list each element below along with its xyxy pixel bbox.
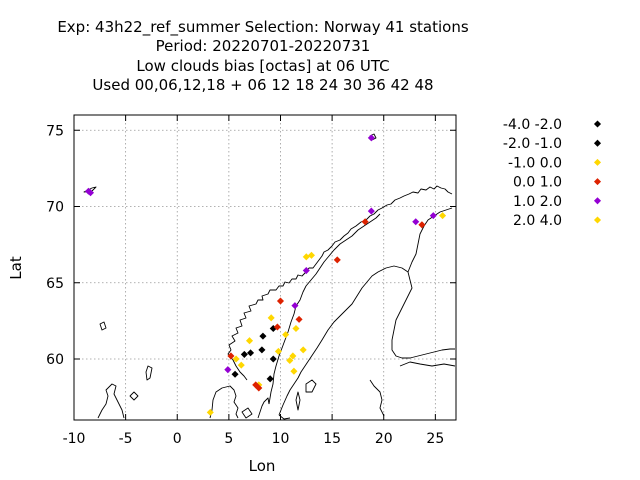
data-point (290, 367, 298, 375)
data-point (231, 370, 239, 378)
coast-denmark-islands (241, 407, 253, 419)
data-point (86, 189, 95, 197)
island-faroe (99, 321, 107, 331)
coast-finland-west (391, 271, 455, 359)
data-point (429, 212, 437, 220)
chart-title-line-3: Low clouds bias [octas] at 06 UTC (136, 57, 389, 75)
legend-label: 2.0 4.0 (513, 213, 562, 229)
data-point (245, 337, 254, 345)
data-point (361, 218, 369, 226)
x-tick-label: -10 (63, 431, 86, 447)
x-tick-label: 0 (173, 431, 182, 447)
island-orkney (129, 391, 139, 401)
island-shetland (145, 365, 153, 381)
data-point (258, 346, 266, 354)
data-point (247, 349, 255, 357)
coast-denmark (209, 385, 239, 419)
data-point (267, 314, 275, 322)
island-oland (295, 391, 301, 411)
data-point (274, 347, 282, 355)
data-point (412, 218, 420, 226)
coast-baltic (369, 379, 385, 417)
y-tick-label: 65 (46, 276, 64, 292)
legend: -4.0 -2.0 -2.0 -1.0 -1.0 0.0 0.0 1.0 1.0 2.0… (503, 117, 602, 229)
data-point (227, 352, 235, 360)
data-point (255, 384, 263, 392)
coast-sweden-east (278, 265, 409, 416)
legend-label: -4.0 -2.0 (503, 117, 562, 133)
data-point (273, 323, 281, 331)
data-point (299, 346, 307, 354)
legend-label: -1.0 0.0 (508, 155, 562, 171)
legend-label: 1.0 2.0 (513, 194, 562, 210)
data-point (266, 375, 274, 383)
data-point (295, 315, 303, 323)
data-point (302, 253, 310, 261)
x-tick-labels: -10 -5 0 5 10 15 20 25 (63, 431, 445, 447)
map-coastline (83, 133, 456, 420)
legend-marker (593, 216, 602, 224)
x-tick-label: 15 (323, 431, 341, 447)
grid (73, 115, 456, 420)
y-tick-labels: 60 65 70 75 (46, 123, 64, 368)
data-point (289, 352, 297, 360)
data-point (224, 366, 232, 374)
data-point (237, 361, 245, 369)
y-axis-label: Lat (7, 256, 25, 280)
data-point (206, 408, 214, 416)
data-point (282, 331, 290, 339)
coast-uk (97, 383, 125, 419)
x-axis-label: Lon (249, 457, 276, 475)
coast-sweden-southwest (257, 397, 270, 419)
data-point (286, 356, 294, 365)
legend-marker (593, 139, 602, 147)
chart-title-line-1: Exp: 43h22_ref_summer Selection: Norway … (57, 18, 469, 37)
x-tick-label: 25 (426, 431, 444, 447)
legend-marker (593, 158, 602, 166)
y-tick-label: 75 (46, 123, 64, 139)
data-point (259, 332, 267, 340)
legend-marker (593, 178, 602, 186)
border-norway-sweden (268, 213, 381, 405)
x-tick-label: 5 (224, 431, 233, 447)
data-point (269, 355, 277, 363)
x-tick-label: -5 (119, 431, 133, 447)
legend-label: 0.0 1.0 (513, 175, 562, 191)
coast-estonia (399, 361, 456, 367)
data-point (439, 212, 447, 220)
legend-marker (593, 120, 602, 128)
island-gotland (305, 379, 317, 393)
data-point (302, 267, 310, 275)
data-point (367, 134, 375, 142)
data-point (418, 221, 426, 229)
legend-marker (593, 197, 602, 205)
x-tick-label: 10 (272, 431, 290, 447)
legend-label: -2.0 -1.0 (503, 136, 562, 152)
y-tick-label: 60 (46, 352, 64, 368)
data-points (84, 134, 447, 416)
coast-sweden-south (278, 414, 291, 420)
chart-title-line-2: Period: 20220701-20220731 (156, 37, 371, 55)
data-point (367, 207, 375, 215)
chart-title-line-4: Used 00,06,12,18 + 06 12 18 24 30 36 42 … (92, 76, 433, 94)
data-point (232, 355, 240, 363)
data-point (240, 350, 248, 358)
border-sweden-finland (407, 207, 453, 273)
coast-norway (227, 185, 453, 381)
plot-frame (73, 114, 457, 421)
x-tick-label: 20 (375, 431, 393, 447)
data-point (276, 297, 285, 305)
data-point (307, 251, 315, 259)
data-point (291, 302, 299, 310)
data-point (292, 324, 300, 333)
y-tick-label: 70 (46, 200, 64, 216)
data-point (333, 256, 341, 264)
